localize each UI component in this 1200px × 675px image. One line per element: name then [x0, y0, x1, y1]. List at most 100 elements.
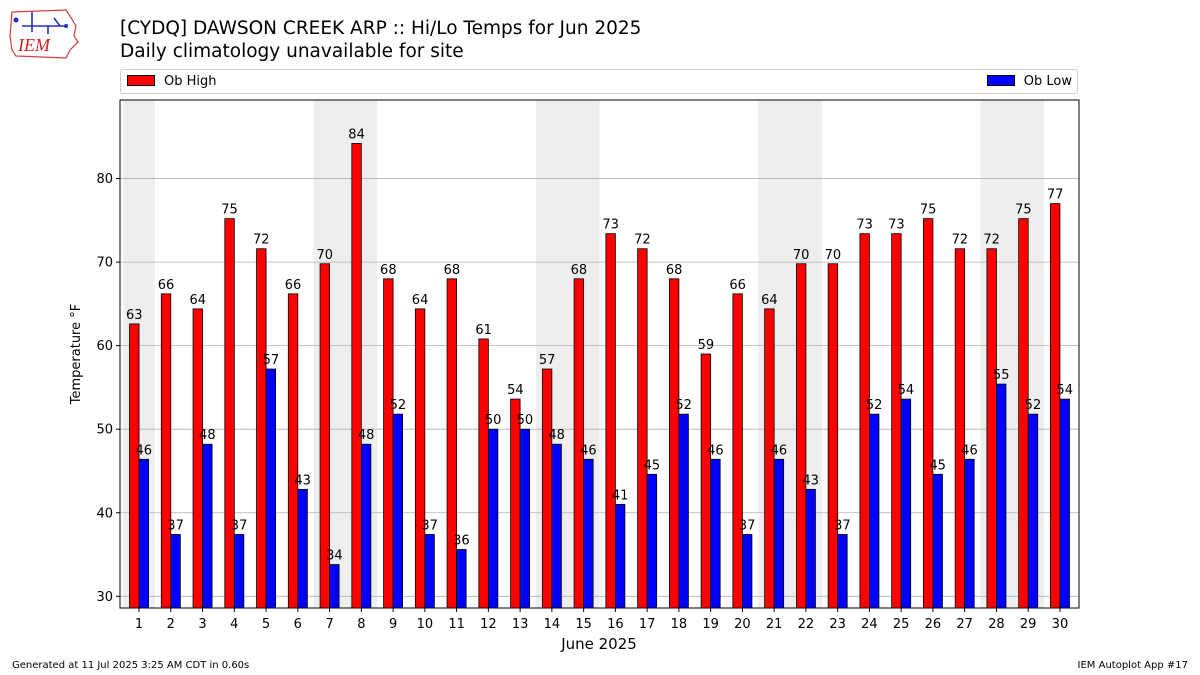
bar-high — [478, 338, 489, 609]
bar-label-high: 64 — [761, 293, 778, 308]
bar-label-high: 66 — [285, 278, 302, 293]
bar-high — [986, 248, 997, 609]
legend-label-high: Ob High — [164, 74, 217, 89]
bar-label-low: 57 — [263, 353, 280, 368]
bar-high — [764, 308, 775, 609]
x-tick-label: 26 — [925, 617, 942, 632]
bar-label-high: 64 — [190, 293, 207, 308]
bar-label-low: 37 — [231, 518, 248, 533]
bar-label-low: 55 — [993, 368, 1010, 383]
bar-label-high: 66 — [158, 278, 175, 293]
bar-high — [129, 323, 140, 609]
bar-high — [1018, 218, 1029, 609]
bar-high — [414, 308, 426, 609]
x-tick-label: 22 — [798, 617, 815, 632]
x-tick-label: 5 — [262, 617, 270, 632]
bar-label-low: 45 — [929, 458, 946, 473]
bar-low — [614, 503, 626, 609]
bar-label-low: 48 — [199, 428, 216, 443]
x-tick-label: 4 — [230, 617, 238, 632]
bar-low — [710, 458, 721, 609]
bar-label-low: 46 — [136, 443, 153, 458]
bar-label-high: 73 — [888, 218, 905, 233]
bar-high — [224, 218, 235, 609]
bar-label-low: 52 — [1025, 398, 1042, 413]
legend-item-high: Ob High — [127, 74, 217, 90]
bar-label-high: 64 — [412, 293, 429, 308]
bar-label-low: 37 — [421, 518, 438, 533]
x-tick-label: 3 — [198, 617, 206, 632]
bar-low — [583, 458, 594, 609]
bar-low — [265, 368, 276, 609]
bar-label-low: 48 — [548, 428, 565, 443]
bar-high — [287, 293, 299, 609]
y-axis-label: Temperature °F — [69, 304, 84, 405]
bar-label-high: 68 — [571, 263, 588, 278]
x-tick-label: 20 — [734, 617, 751, 632]
bar-label-low: 52 — [866, 398, 883, 413]
bar-label-low: 46 — [961, 443, 978, 458]
generated-timestamp: Generated at 11 Jul 2025 3:25 AM CDT in … — [12, 660, 250, 671]
chart-title-line1: [CYDQ] DAWSON CREEK ARP :: Hi/Lo Temps f… — [120, 18, 642, 39]
bar-label-low: 36 — [453, 534, 470, 549]
bar-label-high: 72 — [952, 233, 969, 248]
bar-low — [964, 458, 975, 609]
bar-label-low: 46 — [771, 443, 788, 458]
bar-label-high: 75 — [1015, 203, 1032, 218]
bar-low — [837, 534, 848, 609]
plot-frame — [119, 99, 1080, 609]
bar-low — [900, 398, 912, 609]
y-tick-label: 60 — [96, 339, 113, 354]
bar-high — [256, 248, 267, 609]
bar-label-high: 61 — [475, 323, 492, 338]
x-tick-label: 17 — [639, 617, 656, 632]
bar-label-high: 72 — [634, 233, 651, 248]
bar-label-high: 77 — [1047, 188, 1064, 203]
bar-label-low: 50 — [485, 413, 502, 428]
y-tick-label: 50 — [96, 423, 113, 438]
x-tick-label: 12 — [480, 617, 497, 632]
bar-high — [795, 263, 807, 609]
legend-swatch-high — [127, 75, 155, 86]
x-tick-label: 21 — [766, 617, 783, 632]
bar-label-low: 34 — [326, 549, 343, 564]
bar-label-high: 84 — [348, 127, 365, 142]
x-tick-label: 10 — [417, 617, 434, 632]
bar-label-low: 43 — [802, 473, 819, 488]
bar-low — [329, 564, 340, 609]
bar-high — [732, 293, 743, 609]
bar-label-low: 46 — [707, 443, 724, 458]
bar-high — [192, 308, 203, 609]
bar-low — [360, 443, 372, 609]
x-tick-label: 9 — [389, 617, 397, 632]
bar-label-low: 37 — [834, 518, 851, 533]
bar-high — [510, 398, 521, 609]
bar-label-low: 46 — [580, 443, 597, 458]
bar-high — [1050, 203, 1061, 609]
bar-label-high: 54 — [507, 383, 524, 398]
bar-label-high: 72 — [253, 233, 270, 248]
logo-text: IEM — [17, 35, 51, 55]
bar-low — [392, 413, 404, 609]
bar-high — [700, 353, 712, 609]
bar-label-low: 52 — [390, 398, 407, 413]
bar-label-high: 66 — [729, 278, 746, 293]
x-tick-label: 30 — [1052, 617, 1069, 632]
bar-high — [160, 293, 172, 609]
x-tick-label: 25 — [893, 617, 910, 632]
bar-high — [859, 233, 870, 609]
legend-swatch-low — [986, 75, 1015, 86]
bar-label-high: 57 — [539, 353, 556, 368]
bar-low — [773, 458, 785, 609]
x-axis-label: June 2025 — [560, 635, 637, 653]
bar-low — [741, 534, 753, 609]
bar-label-low: 37 — [739, 518, 756, 533]
x-tick-label: 29 — [1020, 617, 1037, 632]
x-tick-label: 23 — [829, 617, 846, 632]
bar-low — [519, 428, 531, 609]
bar-label-high: 70 — [825, 248, 842, 263]
bar-low — [424, 534, 435, 609]
bar-label-low: 54 — [1056, 383, 1073, 398]
bar-label-high: 68 — [444, 263, 461, 278]
bar-label-high: 59 — [698, 338, 715, 353]
